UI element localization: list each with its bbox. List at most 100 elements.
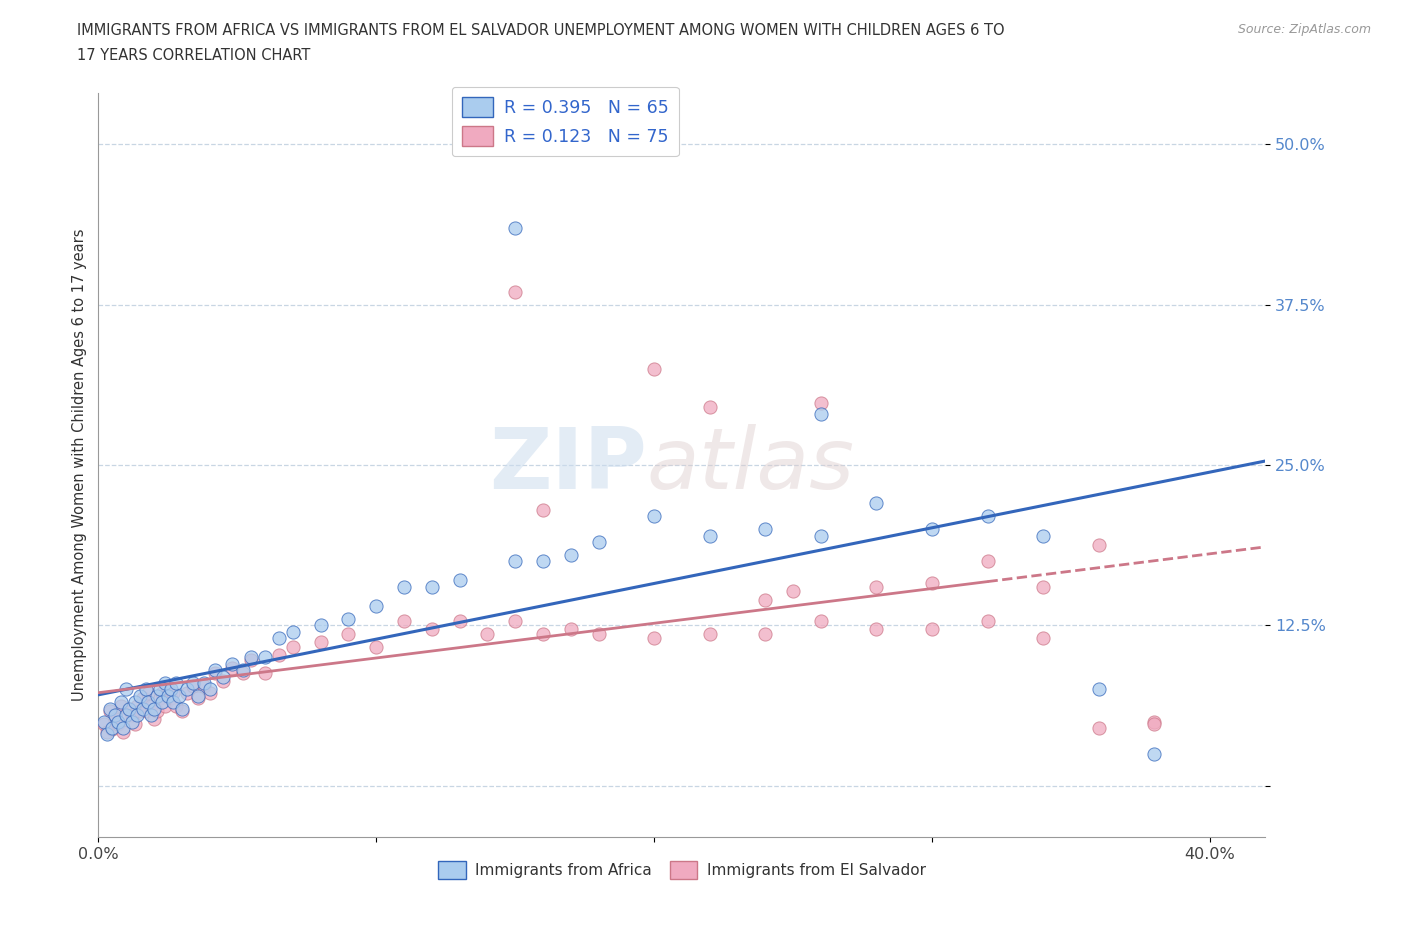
Point bbox=[503, 220, 526, 235]
Text: Source: ZipAtlas.com: Source: ZipAtlas.com bbox=[1237, 23, 1371, 36]
Point bbox=[187, 691, 209, 706]
Point bbox=[98, 704, 121, 719]
Point bbox=[976, 614, 998, 629]
Point bbox=[118, 701, 141, 716]
Point bbox=[309, 634, 332, 649]
Point bbox=[156, 688, 179, 703]
Point bbox=[420, 579, 443, 594]
Point bbox=[588, 627, 610, 642]
Point bbox=[167, 688, 190, 703]
Point bbox=[449, 573, 471, 588]
Point bbox=[153, 675, 176, 690]
Point bbox=[921, 522, 943, 537]
Point bbox=[148, 682, 170, 697]
Point bbox=[138, 695, 160, 710]
Point bbox=[337, 612, 360, 627]
Point bbox=[921, 622, 943, 637]
Point bbox=[531, 627, 554, 642]
Point bbox=[1143, 717, 1166, 732]
Point bbox=[112, 721, 135, 736]
Point bbox=[198, 682, 221, 697]
Point bbox=[560, 548, 582, 563]
Point bbox=[392, 579, 415, 594]
Point bbox=[118, 701, 141, 716]
Point bbox=[477, 627, 499, 642]
Point bbox=[309, 618, 332, 632]
Point bbox=[754, 592, 776, 607]
Point bbox=[181, 675, 204, 690]
Point bbox=[810, 528, 832, 543]
Point bbox=[162, 686, 184, 701]
Point bbox=[176, 686, 198, 701]
Point bbox=[98, 701, 121, 716]
Point bbox=[221, 660, 243, 675]
Point bbox=[366, 640, 388, 655]
Point bbox=[104, 708, 127, 723]
Point bbox=[240, 650, 263, 665]
Point bbox=[193, 678, 215, 693]
Y-axis label: Unemployment Among Women with Children Ages 6 to 17 years: Unemployment Among Women with Children A… bbox=[72, 229, 87, 701]
Point bbox=[93, 717, 115, 732]
Point bbox=[143, 711, 166, 726]
Point bbox=[921, 576, 943, 591]
Point bbox=[1032, 528, 1054, 543]
Point bbox=[159, 682, 181, 697]
Text: atlas: atlas bbox=[647, 423, 855, 507]
Point bbox=[531, 502, 554, 517]
Point bbox=[165, 698, 187, 713]
Point bbox=[159, 691, 181, 706]
Point bbox=[337, 627, 360, 642]
Point bbox=[115, 708, 138, 723]
Point bbox=[810, 406, 832, 421]
Point bbox=[107, 717, 129, 732]
Point bbox=[141, 698, 163, 713]
Point bbox=[110, 698, 132, 713]
Point bbox=[141, 708, 163, 723]
Point bbox=[1032, 579, 1054, 594]
Point bbox=[127, 698, 149, 713]
Point bbox=[281, 640, 304, 655]
Point bbox=[503, 553, 526, 568]
Point bbox=[221, 657, 243, 671]
Point bbox=[865, 579, 887, 594]
Text: 17 YEARS CORRELATION CHART: 17 YEARS CORRELATION CHART bbox=[77, 48, 311, 63]
Point bbox=[240, 653, 263, 668]
Point bbox=[392, 614, 415, 629]
Point bbox=[643, 631, 665, 645]
Text: IMMIGRANTS FROM AFRICA VS IMMIGRANTS FROM EL SALVADOR UNEMPLOYMENT AMONG WOMEN W: IMMIGRANTS FROM AFRICA VS IMMIGRANTS FRO… bbox=[77, 23, 1005, 38]
Point bbox=[232, 663, 254, 678]
Point bbox=[865, 496, 887, 511]
Text: ZIP: ZIP bbox=[489, 423, 647, 507]
Point bbox=[101, 722, 124, 737]
Point bbox=[193, 675, 215, 690]
Point bbox=[267, 647, 290, 662]
Point bbox=[107, 714, 129, 729]
Point bbox=[162, 695, 184, 710]
Point bbox=[129, 704, 152, 719]
Point bbox=[503, 614, 526, 629]
Point bbox=[176, 682, 198, 697]
Point bbox=[267, 631, 290, 645]
Point bbox=[146, 704, 169, 719]
Point bbox=[101, 721, 124, 736]
Point bbox=[181, 678, 204, 693]
Point bbox=[93, 714, 115, 729]
Point bbox=[124, 695, 146, 710]
Point bbox=[121, 708, 143, 723]
Point bbox=[366, 599, 388, 614]
Point bbox=[146, 688, 169, 703]
Point bbox=[254, 665, 277, 680]
Point bbox=[96, 724, 118, 739]
Point bbox=[132, 691, 155, 706]
Point bbox=[643, 362, 665, 377]
Point bbox=[699, 400, 721, 415]
Point bbox=[127, 708, 149, 723]
Point bbox=[129, 688, 152, 703]
Point bbox=[254, 650, 277, 665]
Point bbox=[503, 285, 526, 299]
Point bbox=[531, 553, 554, 568]
Point bbox=[976, 509, 998, 524]
Point bbox=[281, 624, 304, 639]
Point bbox=[148, 691, 170, 706]
Point bbox=[150, 695, 173, 710]
